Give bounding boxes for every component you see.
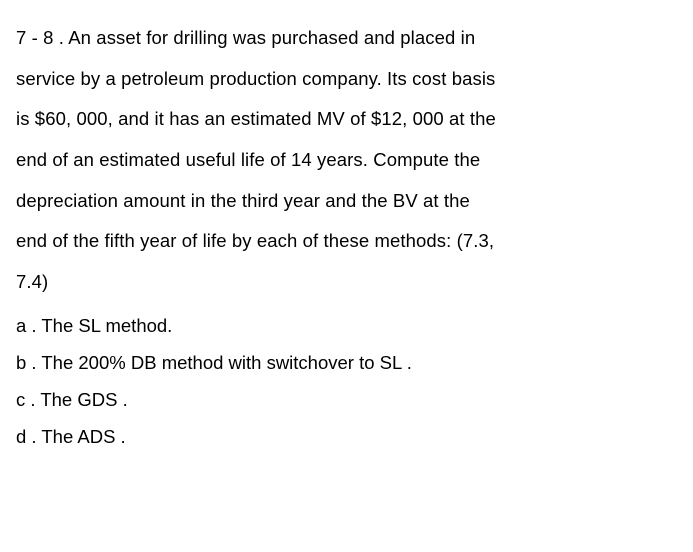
- problem-text-7: 7.4): [16, 271, 48, 292]
- option-a: a . The SL method.: [16, 307, 673, 344]
- problem-text-1: An asset for drilling was purchased and …: [68, 27, 475, 48]
- problem-text-2: service by a petroleum production compan…: [16, 68, 495, 89]
- problem-container: 7 - 8 . An asset for drilling was purcha…: [0, 0, 693, 473]
- problem-text-6: end of the fifth year of life by each of…: [16, 230, 494, 251]
- option-b: b . The 200% DB method with switchover t…: [16, 344, 673, 381]
- problem-text-4: end of an estimated useful life of 14 ye…: [16, 149, 480, 170]
- option-c: c . The GDS .: [16, 381, 673, 418]
- problem-text-3: is $60, 000, and it has an estimated MV …: [16, 108, 496, 129]
- problem-statement: 7 - 8 . An asset for drilling was purcha…: [16, 18, 673, 303]
- problem-number: 7 - 8 .: [16, 27, 64, 48]
- options-list: a . The SL method. b . The 200% DB metho…: [16, 307, 673, 455]
- option-d: d . The ADS .: [16, 418, 673, 455]
- problem-text-5: depreciation amount in the third year an…: [16, 190, 470, 211]
